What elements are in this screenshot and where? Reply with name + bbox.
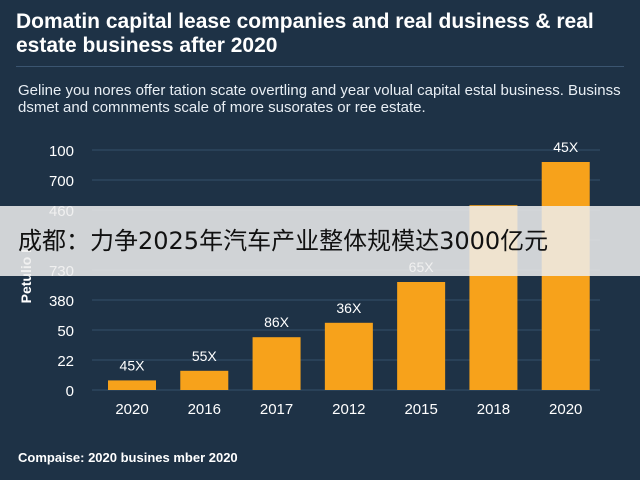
bar — [397, 282, 446, 390]
y-tick-label: 380 — [49, 293, 74, 310]
x-tick-label: 2020 — [549, 401, 582, 418]
data-label: 36X — [336, 300, 362, 316]
data-label: 86X — [264, 314, 290, 330]
bar — [180, 370, 229, 390]
y-tick-label: 22 — [57, 353, 74, 370]
data-label: 45X — [120, 357, 146, 373]
x-tick-label: 2018 — [477, 401, 510, 418]
caption-text: 成都：力争2025年汽车产业整体规模达3000亿元 — [18, 227, 549, 255]
x-tick-label: 2015 — [404, 401, 437, 418]
bar — [108, 380, 156, 390]
bar — [324, 322, 373, 390]
data-label: 55X — [192, 348, 218, 364]
x-tick-label: 2012 — [332, 401, 365, 418]
bar — [252, 337, 301, 390]
chart-footer: Compaise: 2020 busines mber 2020 — [18, 450, 238, 465]
x-tick-label: 2017 — [260, 401, 293, 418]
caption-banner: 成都：力争2025年汽车产业整体规模达3000亿元 — [0, 206, 640, 276]
title-divider — [16, 66, 624, 67]
data-label: 45X — [553, 139, 579, 155]
y-tick-label: 0 — [66, 383, 74, 400]
x-tick-label: 2016 — [188, 401, 221, 418]
bar — [541, 162, 590, 390]
chart-title: Domatin capital lease companies and real… — [16, 10, 594, 57]
y-tick-label: 100 — [49, 143, 74, 160]
chart-subtitle: Geline you nores offer tation scate over… — [18, 82, 621, 116]
y-tick-label: 700 — [49, 173, 74, 190]
y-tick-label: 50 — [57, 323, 74, 340]
x-tick-label: 2020 — [115, 401, 148, 418]
